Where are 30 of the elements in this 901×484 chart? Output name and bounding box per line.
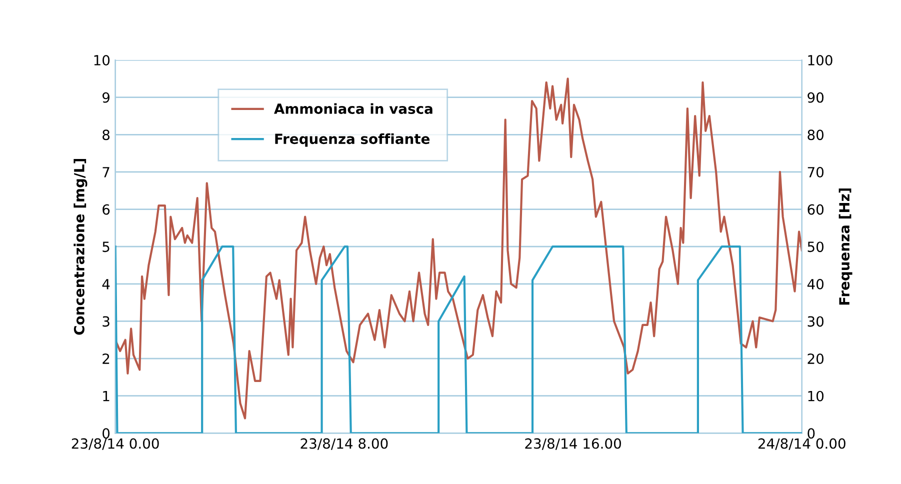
y-tick-label: 8 [102, 130, 110, 140]
y-axis-title: Concentrazione [mg/L] [74, 159, 88, 335]
y2-tick-label: 20 [808, 354, 824, 364]
y2-tick-label: 70 [808, 166, 824, 178]
x-tick-label: 23/8/14 8.00 [300, 438, 388, 450]
y-tick-label: 9 [102, 92, 110, 103]
y2-tick-label: 40 [807, 278, 824, 290]
y2-tick-label: 60 [808, 204, 824, 215]
y2-tick-label: 30 [808, 316, 824, 327]
y2-tick-label: 50 [808, 242, 824, 252]
y-tick-label: 3 [102, 316, 110, 327]
y2-tick-label: 90 [808, 92, 824, 103]
y2-tick-label: 100 [808, 54, 832, 66]
x-tick-label: 23/8/14 0.00 [72, 438, 159, 450]
y2-tick-label: 0 [808, 428, 815, 439]
x-tick-label: 23/8/14 16.00 [525, 438, 621, 450]
y-tick-label: 5 [102, 242, 110, 252]
y-tick-label: 10 [94, 54, 110, 66]
legend-label: Ammoniaca in vasca [274, 103, 432, 114]
legend-label: Frequenza soffiante [275, 133, 430, 147]
y-tick-label: 6 [102, 204, 110, 215]
y2-tick-label: 10 [808, 390, 824, 402]
y2-axis-title: Frequenza [Hz] [838, 188, 852, 305]
y-tick-label: 0 [102, 428, 110, 439]
x-tick-label: 24/8/14 0.00 [758, 438, 846, 450]
y-tick-label: 7 [102, 167, 110, 178]
y2-tick-label: 80 [808, 130, 824, 140]
y-tick-label: 4 [102, 279, 110, 290]
y-tick-label: 1 [103, 391, 110, 402]
y-tick-label: 2 [102, 354, 110, 364]
